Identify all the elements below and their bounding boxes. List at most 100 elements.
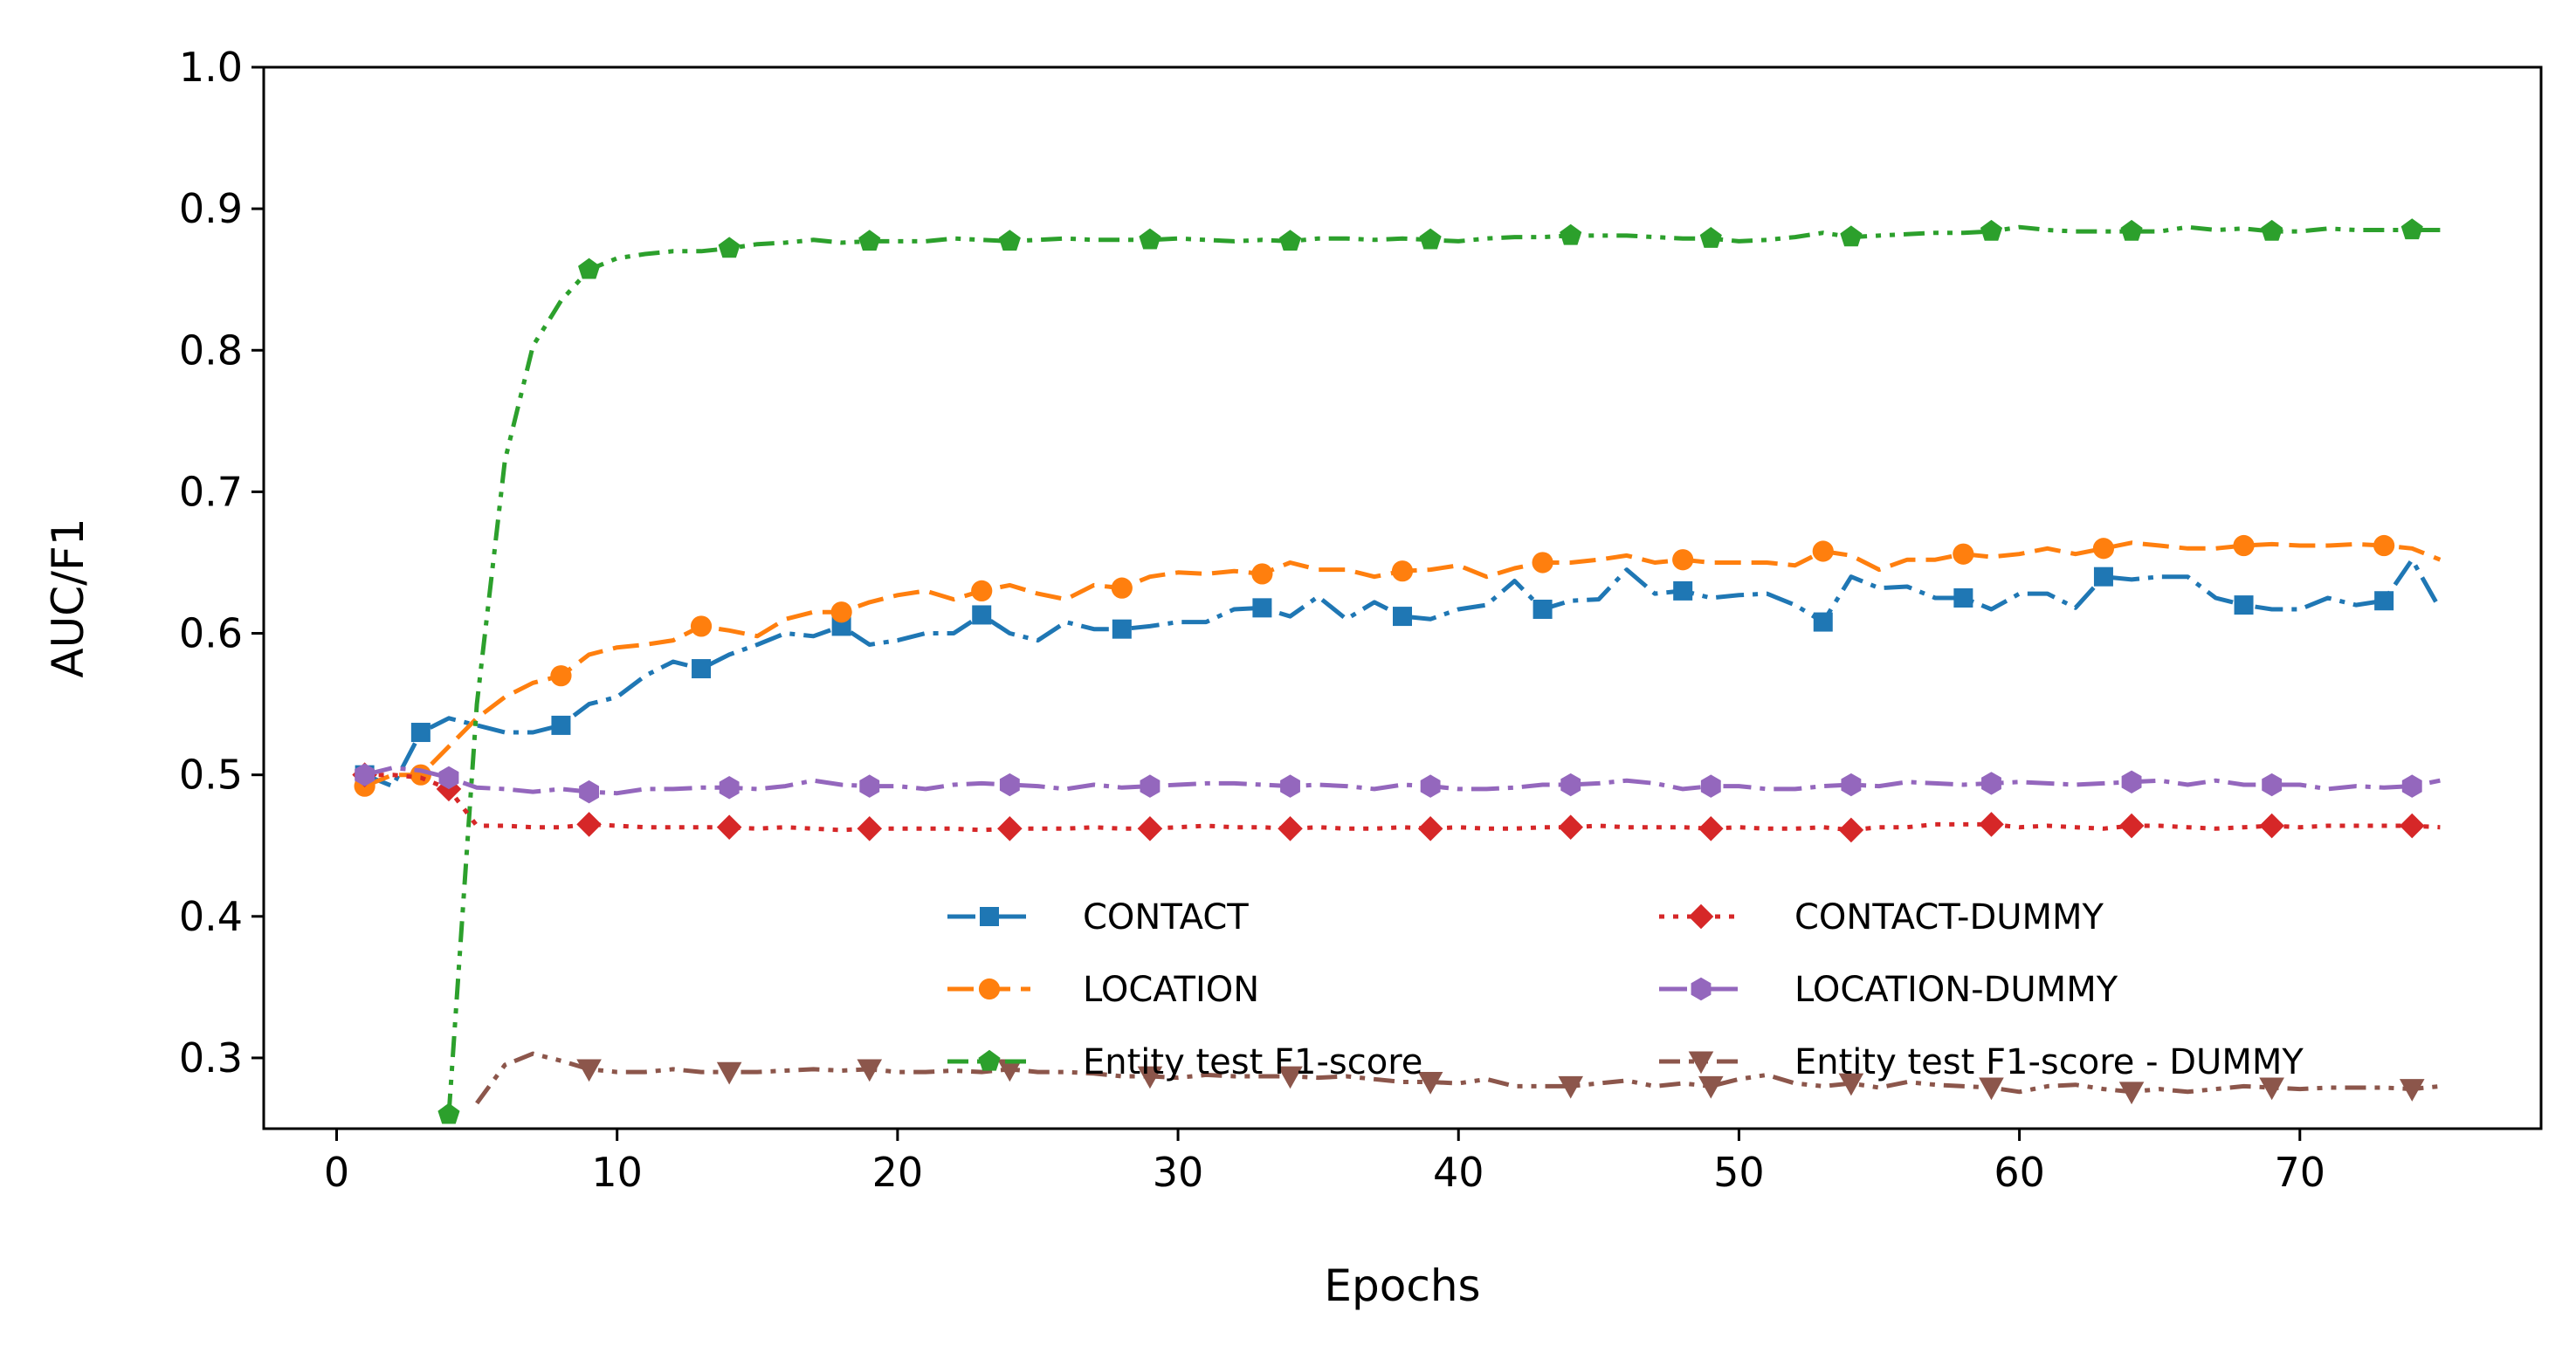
series-location xyxy=(354,534,2442,797)
data-point xyxy=(1558,814,1584,840)
data-point xyxy=(1560,773,1581,797)
data-point xyxy=(718,237,740,258)
data-point xyxy=(1417,815,1443,841)
data-point xyxy=(1139,228,1161,250)
axes-frame xyxy=(262,65,2543,1130)
y-tick-label: 0.3 xyxy=(179,1034,243,1082)
y-tick-label: 0.4 xyxy=(179,893,243,940)
data-point xyxy=(1699,226,1722,248)
data-point xyxy=(1558,1075,1584,1099)
data-point xyxy=(1140,774,1161,798)
data-point xyxy=(2399,1079,2425,1102)
data-point xyxy=(2259,813,2284,839)
legend-label: CONTACT-DUMMY xyxy=(1794,897,2104,937)
legend-marker xyxy=(1688,903,1714,930)
data-point xyxy=(1112,619,1132,639)
legend: CONTACT LOCATION Entity test F1-score CONTA… xyxy=(947,897,2304,1082)
x-tick-label: 30 xyxy=(1153,1149,1204,1196)
data-point xyxy=(1981,772,2001,795)
y-axis: 0.3 0.4 0.5 0.6 0.7 0.8 0.9 1.0 xyxy=(179,44,264,1082)
data-point xyxy=(1278,815,1303,841)
data-point xyxy=(1111,577,1133,599)
data-point xyxy=(2259,1077,2284,1101)
data-point xyxy=(1278,230,1302,251)
data-point xyxy=(1393,607,1412,627)
y-axis-label: AUC/F1 xyxy=(43,518,93,677)
data-point xyxy=(355,763,375,786)
data-point xyxy=(1278,1066,1303,1089)
data-point xyxy=(576,812,602,837)
data-point xyxy=(437,1102,460,1124)
data-point xyxy=(1841,773,1862,797)
data-point xyxy=(857,1059,883,1082)
series-contact xyxy=(355,557,2442,789)
data-point xyxy=(716,814,742,840)
data-point xyxy=(2092,538,2115,560)
x-axis-label: Epochs xyxy=(1324,1260,1480,1311)
data-point xyxy=(692,659,712,679)
x-tick-label: 50 xyxy=(1713,1149,1765,1196)
legend-label: Entity test F1-score xyxy=(1083,1042,1422,1082)
data-point xyxy=(999,773,1020,797)
data-point xyxy=(2261,219,2283,241)
series-location-dummy xyxy=(355,763,2441,804)
legend-marker xyxy=(980,907,999,926)
x-tick-label: 60 xyxy=(1994,1149,2045,1196)
legend-label: CONTACT xyxy=(1083,897,1249,937)
series-line xyxy=(446,224,2441,1115)
series-entity-test-f1-score xyxy=(437,218,2441,1124)
data-point xyxy=(1838,817,1864,843)
data-point xyxy=(690,615,713,637)
data-point xyxy=(997,815,1023,841)
data-point xyxy=(1672,549,1694,571)
series-line xyxy=(363,557,2442,789)
data-point xyxy=(1698,815,1724,841)
data-point xyxy=(1391,560,1414,582)
data-point xyxy=(1533,599,1553,619)
data-point xyxy=(1417,1072,1443,1095)
series-line xyxy=(363,766,2441,796)
data-point xyxy=(1838,1073,1864,1096)
data-point xyxy=(2121,770,2142,793)
legend-label: LOCATION xyxy=(1083,970,1259,1010)
legend-marker xyxy=(978,978,1001,1000)
data-point xyxy=(2118,1082,2145,1105)
data-point xyxy=(576,1059,602,1082)
data-point xyxy=(997,1059,1023,1082)
data-point xyxy=(1979,1077,2004,1101)
y-tick-label: 0.5 xyxy=(179,752,243,799)
plot-area xyxy=(352,218,2442,1124)
data-point xyxy=(972,605,992,625)
data-point xyxy=(2262,773,2283,797)
data-point xyxy=(719,776,740,800)
data-point xyxy=(858,230,881,251)
legend-marker xyxy=(1688,1051,1714,1075)
data-point xyxy=(859,774,880,798)
data-point xyxy=(1252,598,1272,618)
data-point xyxy=(857,815,883,841)
legend-item: Entity test F1-score xyxy=(947,1042,1422,1082)
data-point xyxy=(1419,228,1442,250)
data-point xyxy=(716,1061,742,1085)
x-tick-label: 20 xyxy=(872,1149,924,1196)
data-point xyxy=(438,766,459,790)
x-axis: 0 10 20 30 40 50 60 70 xyxy=(324,1129,2325,1196)
legend-item: Entity test F1-score - DUMMY xyxy=(1659,1042,2304,1082)
data-point xyxy=(2118,813,2145,839)
data-point xyxy=(1980,219,2003,241)
x-tick-label: 40 xyxy=(1433,1149,1484,1196)
legend-item: LOCATION-DUMMY xyxy=(1659,970,2118,1010)
data-point xyxy=(1137,1066,1163,1089)
data-point xyxy=(1979,812,2004,837)
data-point xyxy=(1420,774,1441,798)
x-tick-label: 10 xyxy=(591,1149,643,1196)
data-point xyxy=(1700,774,1721,798)
x-tick-label: 70 xyxy=(2275,1149,2326,1196)
legend-item: CONTACT xyxy=(947,897,1249,937)
data-point xyxy=(1560,223,1582,245)
data-point xyxy=(2233,534,2255,557)
data-point xyxy=(2234,595,2254,615)
data-point xyxy=(1532,552,1553,573)
x-tick-label: 0 xyxy=(324,1149,349,1196)
